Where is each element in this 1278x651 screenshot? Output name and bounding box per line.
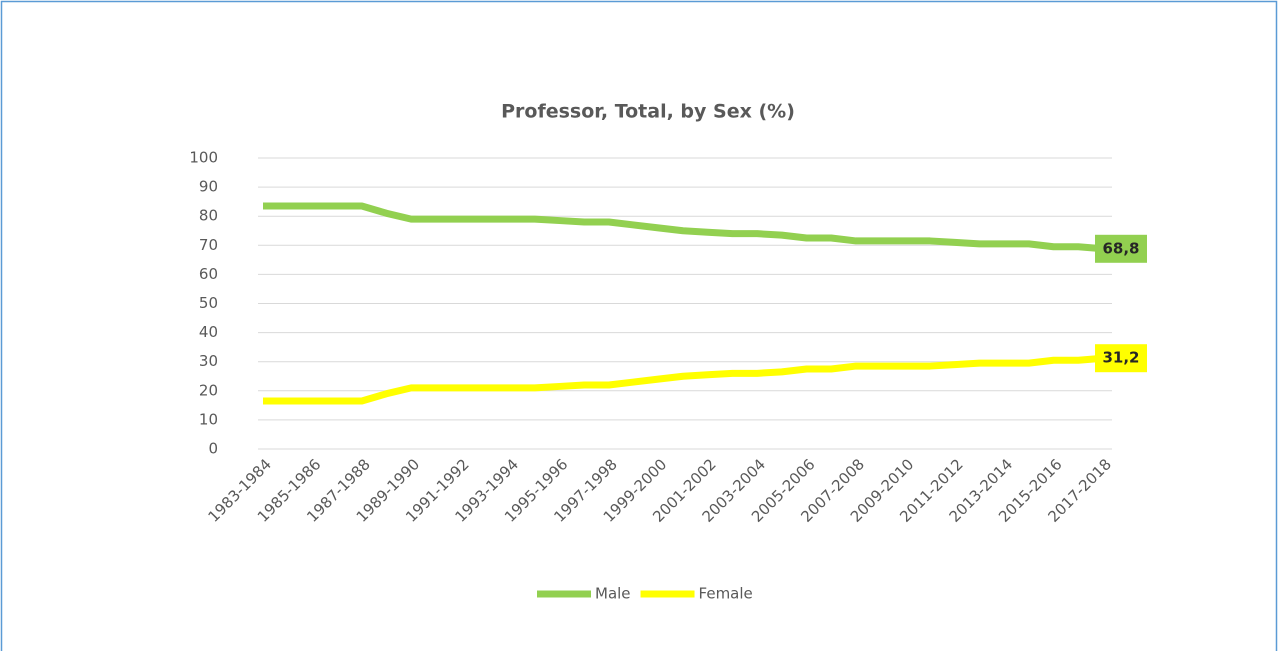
y-tick-label: 60: [199, 265, 218, 283]
y-tick-label: 10: [199, 410, 218, 428]
legend-label: Male: [595, 585, 631, 603]
y-tick-label: 100: [189, 149, 218, 167]
chart-title: Professor, Total, by Sex (%): [501, 101, 795, 123]
data-label-box: [1095, 344, 1147, 373]
data-label-box: [1095, 234, 1147, 263]
series-line: [263, 354, 1104, 405]
y-tick-label: 0: [208, 440, 218, 458]
y-tick-label: 20: [199, 381, 218, 399]
data-label: 31,2: [1102, 349, 1139, 367]
series-line: [263, 202, 1104, 253]
data-label: 68,8: [1102, 239, 1139, 257]
y-tick-label: 50: [199, 294, 218, 312]
legend-label: Female: [699, 585, 753, 603]
y-tick-label: 40: [199, 323, 218, 341]
y-tick-label: 80: [199, 207, 218, 225]
y-tick-label: 30: [199, 352, 218, 370]
y-tick-label: 70: [199, 236, 218, 254]
y-tick-label: 90: [199, 178, 218, 196]
